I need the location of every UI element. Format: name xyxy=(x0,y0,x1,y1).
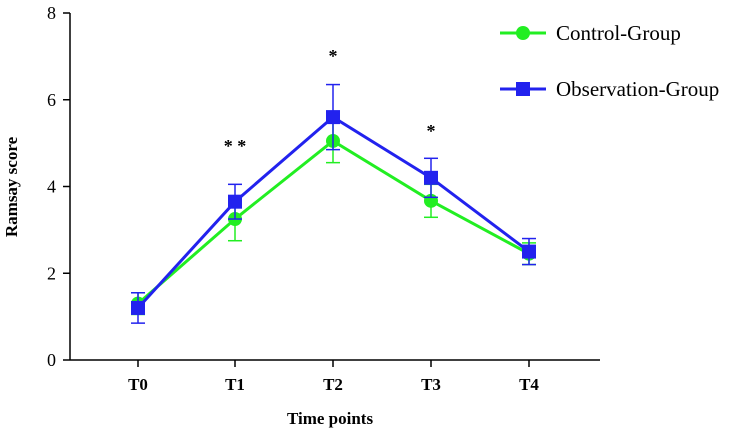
y-tick-label: 8 xyxy=(47,3,56,23)
y-tick-label: 0 xyxy=(47,350,56,370)
axes: 0 2 4 6 8 T0 T1 T2 T3 T4 xyxy=(47,3,600,394)
legend-label: Control-Group xyxy=(556,21,681,45)
significance-marker: * * xyxy=(224,136,247,156)
legend: Control-Group Observation-Group xyxy=(500,21,719,101)
legend-marker xyxy=(516,26,530,40)
data-point xyxy=(326,110,340,125)
y-axis-title: Ramsay score xyxy=(2,136,21,237)
annotation-layer: * * * * xyxy=(224,46,436,156)
x-tick-label: T2 xyxy=(323,375,343,394)
x-axis-title: Time points xyxy=(287,409,374,428)
data-point xyxy=(424,170,438,185)
x-tick-label: T0 xyxy=(128,375,148,394)
significance-marker: * xyxy=(329,46,338,66)
y-tick-label: 6 xyxy=(47,90,56,110)
legend-marker xyxy=(516,82,530,96)
series-layer xyxy=(131,83,536,324)
significance-marker: * xyxy=(427,121,436,141)
x-tick-label: T4 xyxy=(519,375,539,394)
series-observation-group xyxy=(131,83,536,324)
legend-label: Observation-Group xyxy=(556,77,719,101)
data-point xyxy=(522,244,536,259)
x-tick-label: T1 xyxy=(225,375,245,394)
x-tick-label: T3 xyxy=(421,375,441,394)
y-tick-label: 4 xyxy=(47,177,56,197)
data-point xyxy=(228,194,242,209)
series-line xyxy=(137,139,530,305)
y-tick-label: 2 xyxy=(47,263,56,283)
data-point xyxy=(131,300,145,315)
